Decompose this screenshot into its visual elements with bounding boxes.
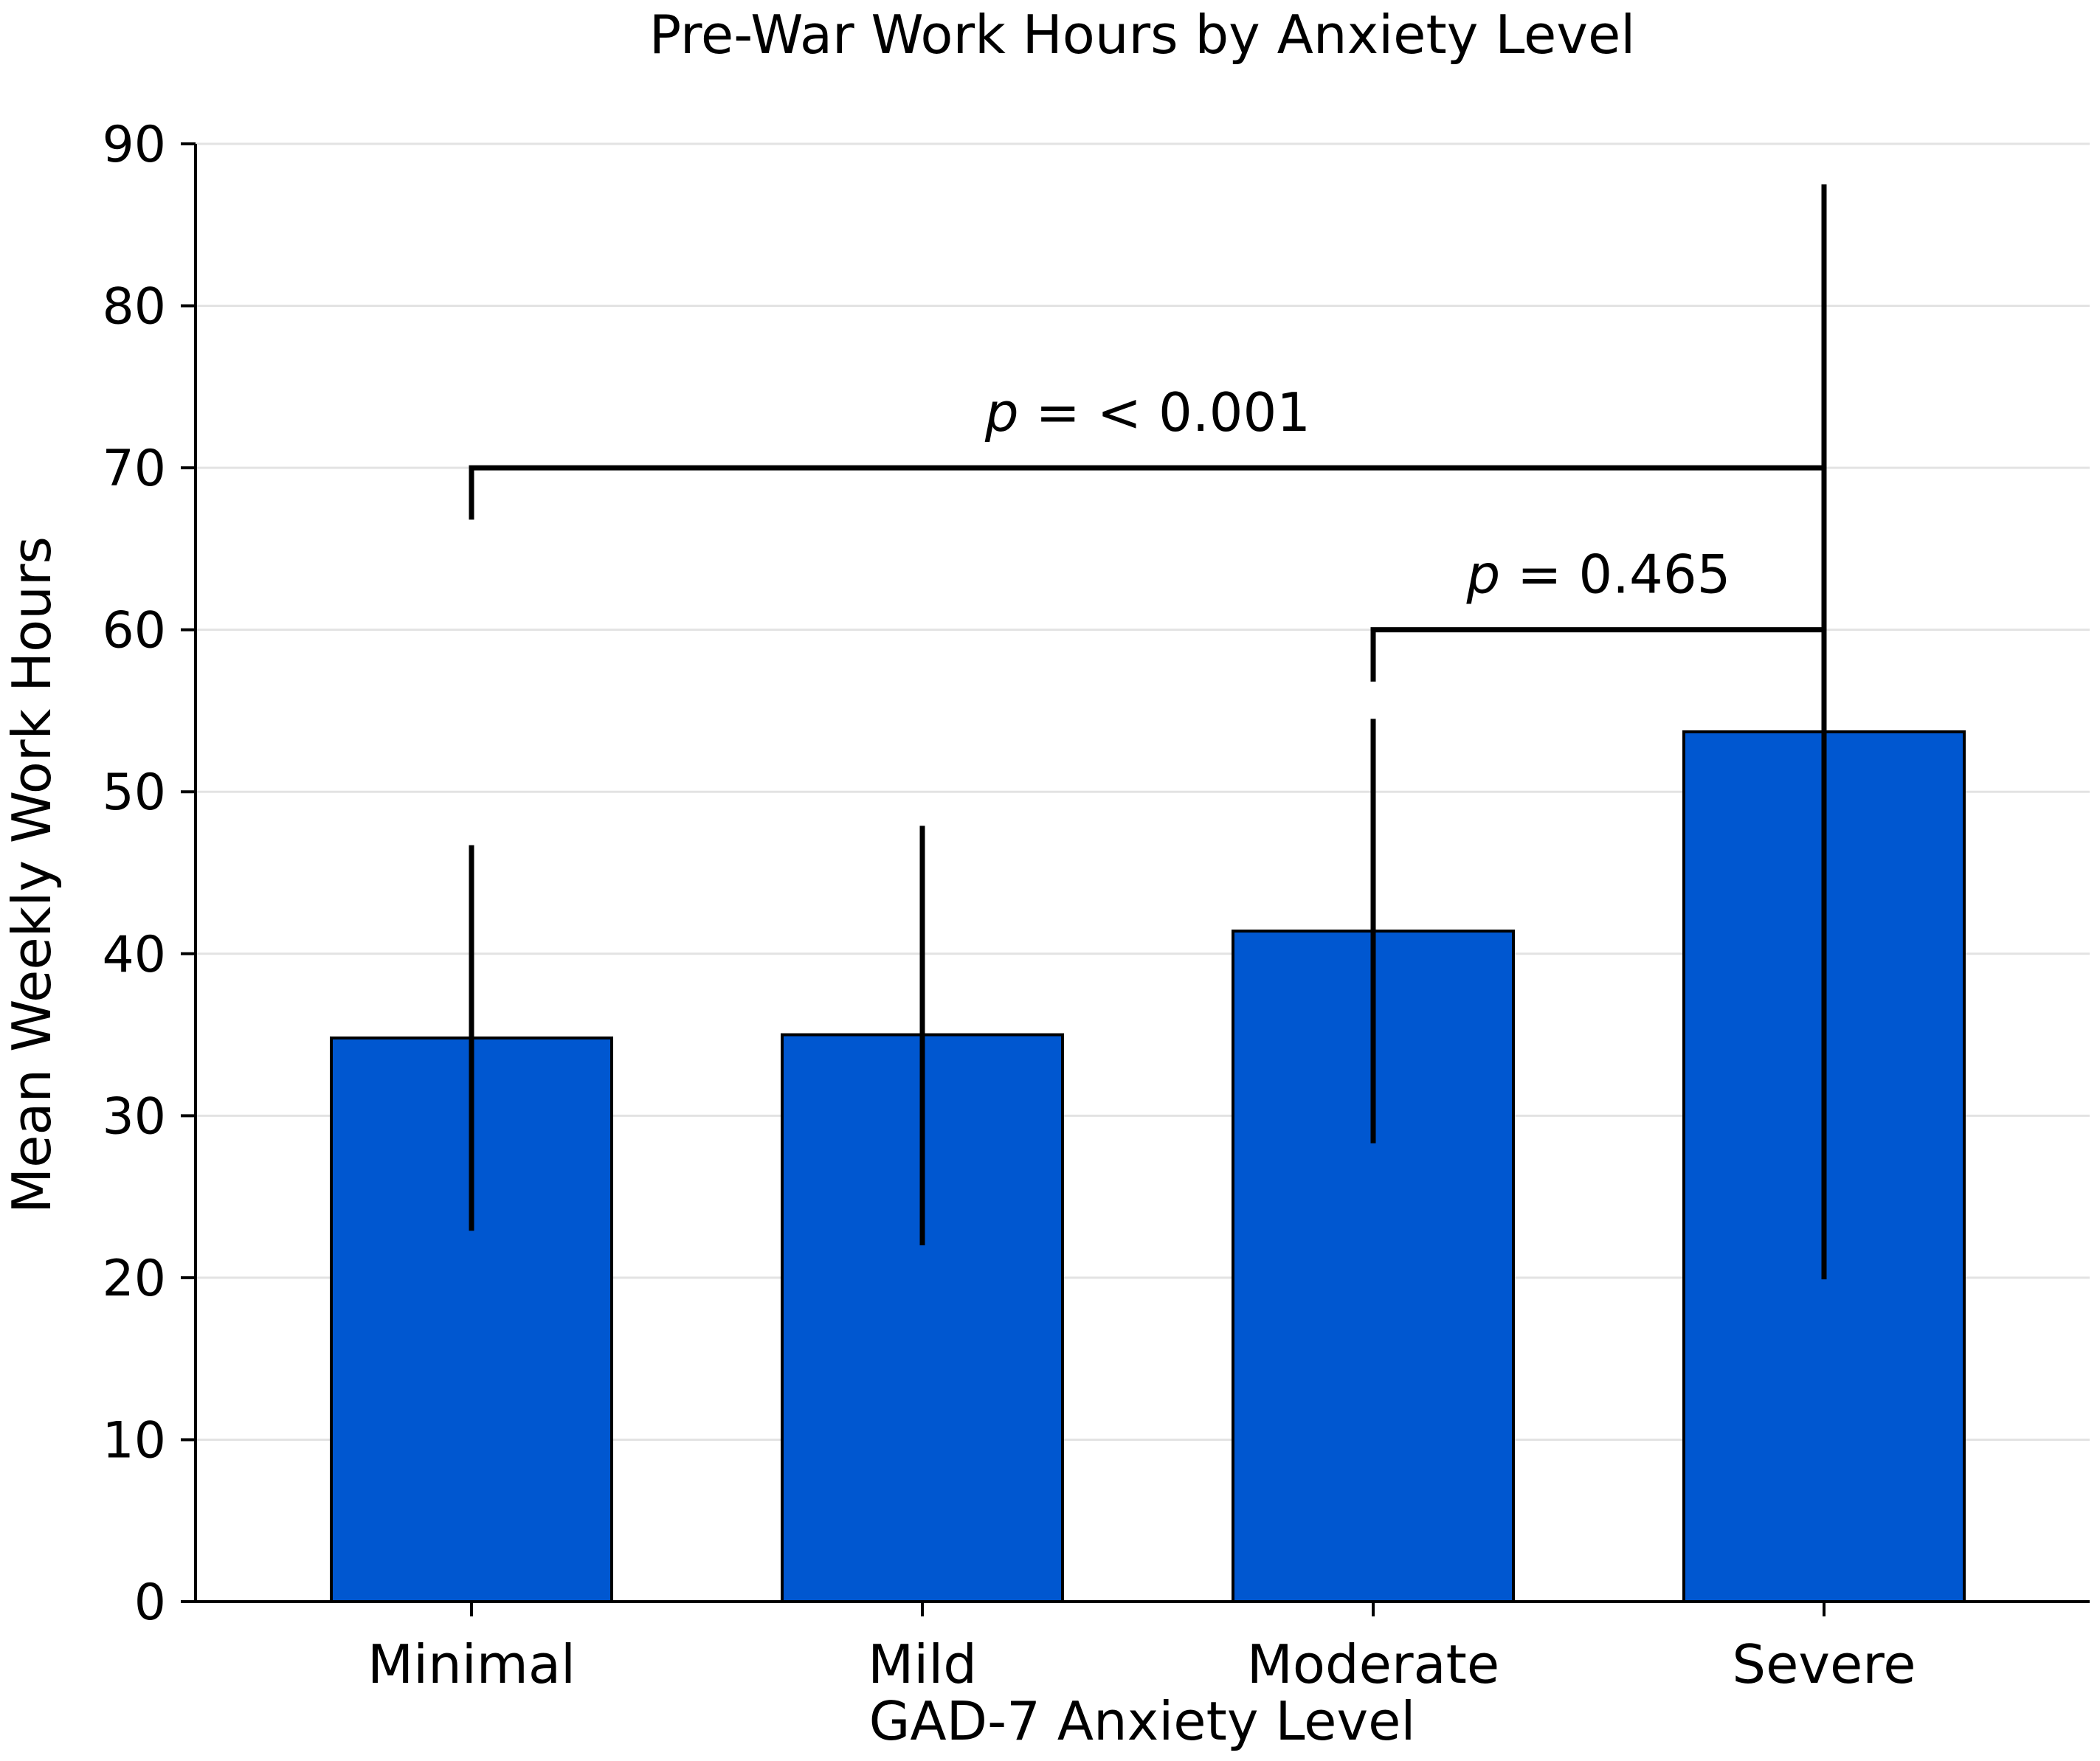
significance-bracket-2 [1370, 627, 1824, 682]
x-tick-label-mild: Mild [868, 1633, 977, 1695]
p-symbol: p [984, 381, 1019, 443]
x-tick-label-moderate: Moderate [1247, 1633, 1499, 1695]
y-tick-label-0: 0 [134, 1574, 166, 1632]
y-tick-label-20: 20 [102, 1250, 166, 1308]
p-value-label-1: p = < 0.001 [984, 381, 1310, 443]
y-tick-label-90: 90 [102, 116, 166, 174]
p-value-label-2: p = 0.465 [1466, 544, 1731, 606]
y-tick-label-70: 70 [102, 440, 166, 498]
error-bars [469, 184, 1827, 1280]
x-ticks: Minimal Mild Moderate Severe [367, 1602, 1916, 1695]
significance-bracket-1 [469, 465, 1824, 520]
p-symbol: p [1466, 544, 1501, 606]
y-tick-label-60: 60 [102, 602, 166, 660]
y-tick-label-10: 10 [102, 1411, 166, 1470]
y-tick-label-50: 50 [102, 764, 166, 822]
y-tick-label-30: 30 [102, 1087, 166, 1146]
p-value-text: = < 0.001 [1019, 381, 1310, 443]
chart-title: Pre-War Work Hours by Anxiety Level [649, 4, 1636, 66]
x-tick-label-severe: Severe [1732, 1633, 1916, 1695]
y-axis-label: Mean Weekly Work Hours [1, 536, 63, 1214]
y-ticks: 0 10 20 30 40 50 60 70 80 90 [102, 116, 196, 1632]
y-tick-label-80: 80 [102, 278, 166, 336]
x-axis-label: GAD-7 Anxiety Level [869, 1690, 1416, 1752]
bars [330, 730, 1966, 1604]
x-tick-label-minimal: Minimal [367, 1633, 576, 1695]
axes [194, 144, 2090, 1603]
p-value-text: = 0.465 [1500, 544, 1730, 606]
y-tick-label-40: 40 [102, 926, 166, 984]
